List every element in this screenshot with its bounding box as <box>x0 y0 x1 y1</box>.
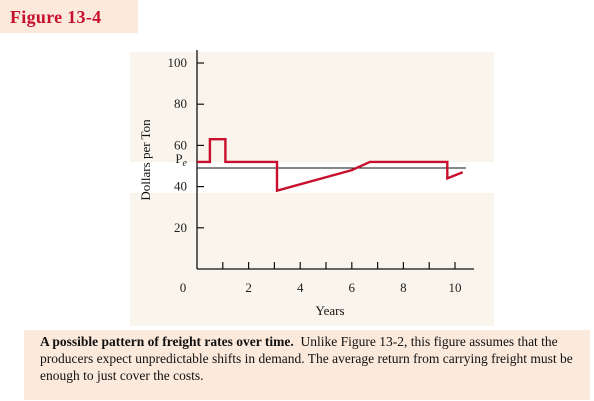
x-tick-label: 4 <box>297 280 304 295</box>
y-axis-title: Dollars per Ton <box>138 119 153 201</box>
y-tick-label: 100 <box>168 55 188 70</box>
y-ticks: 20 40 60 80 100 <box>168 55 204 235</box>
caption-body: Unlike Figure 13-2, this figure assumes … <box>40 334 573 383</box>
chart-panel-top <box>130 52 494 162</box>
x-ticks: 0 2 4 6 8 10 <box>180 262 462 295</box>
figure-label: Figure 13-4 <box>10 7 102 27</box>
chart-panel-bottom <box>130 193 494 326</box>
x-tick-label: 10 <box>449 280 462 295</box>
figure-label-box: Figure 13-4 <box>0 0 138 33</box>
freight-rate-series-line <box>197 137 464 193</box>
x-tick-label: 6 <box>349 280 356 295</box>
x-tick-label: 0 <box>180 280 187 295</box>
figure-caption: A possible pattern of freight rates over… <box>24 330 590 400</box>
x-tick-label: 2 <box>245 280 252 295</box>
y-tick-label: 80 <box>174 96 187 111</box>
equilibrium-price-label: Pe <box>175 151 187 169</box>
freight-rate-chart: 20 40 60 80 100 0 2 4 6 8 10 Pe Years Dollars per… <box>138 50 474 318</box>
y-tick-label: 60 <box>174 137 187 152</box>
y-tick-label: 20 <box>174 220 187 235</box>
series-layer <box>197 137 464 193</box>
chart-axes <box>196 50 474 270</box>
y-tick-label: 40 <box>174 179 187 194</box>
caption-text: A possible pattern of freight rates over… <box>40 333 584 384</box>
x-axis-title: Years <box>315 303 344 318</box>
caption-title: A possible pattern of freight rates over… <box>40 334 294 349</box>
x-tick-label: 8 <box>400 280 407 295</box>
